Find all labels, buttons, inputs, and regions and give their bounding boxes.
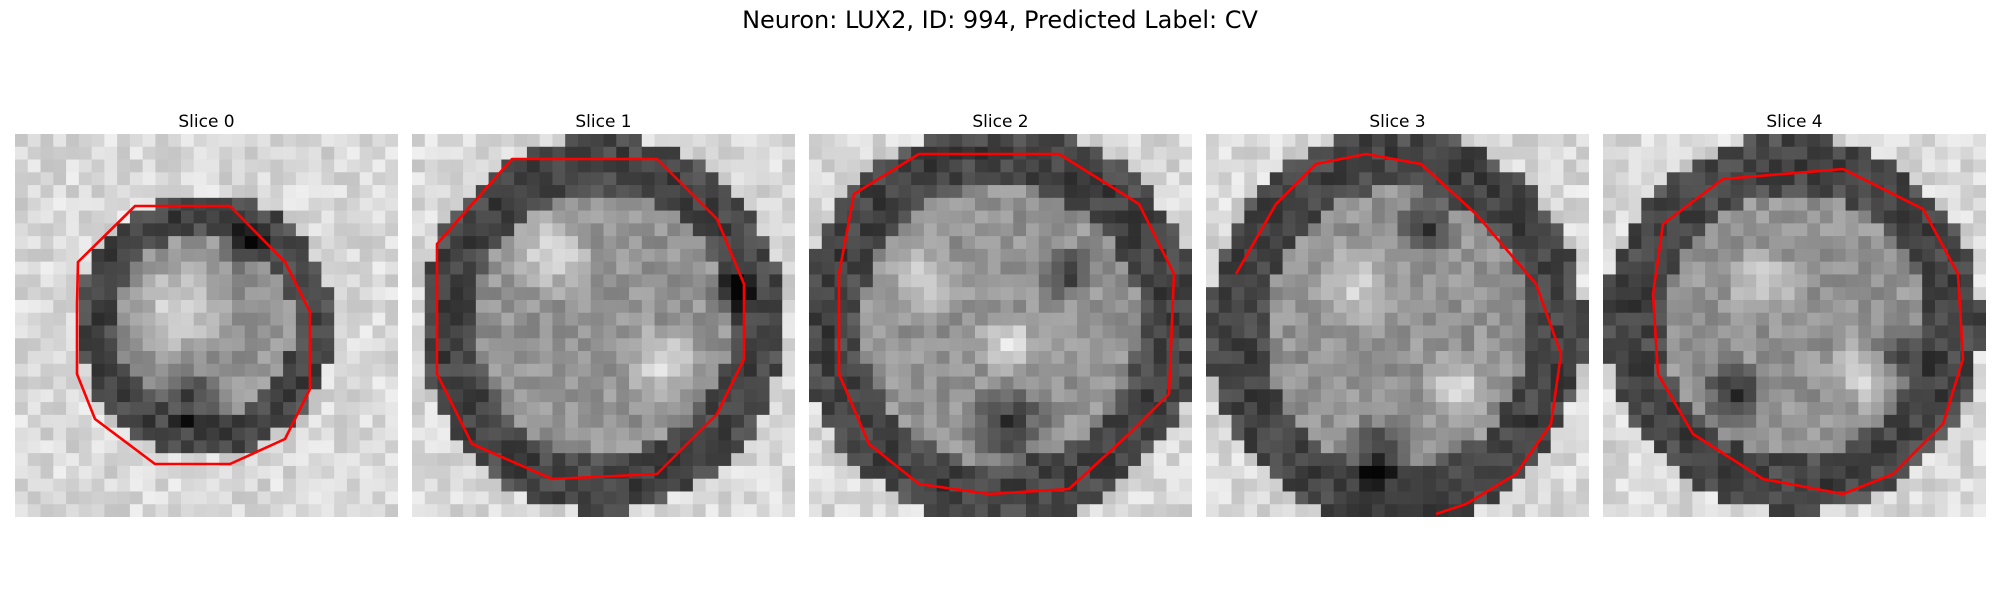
microscopy-slice-2 — [809, 134, 1192, 517]
slice-title: Slice 1 — [575, 112, 632, 132]
segmentation-contour — [837, 152, 1176, 496]
slice-panel-0: Slice 0 — [15, 112, 398, 517]
slice-image — [809, 134, 1192, 517]
slice-title: Slice 4 — [1766, 112, 1823, 132]
microscopy-slice-1 — [412, 134, 795, 517]
slice-image — [1206, 134, 1589, 517]
figure-title: Neuron: LUX2, ID: 994, Predicted Label: … — [742, 6, 1258, 34]
slice-image — [1603, 134, 1986, 517]
microscopy-slice-0 — [15, 134, 398, 517]
segmentation-contour — [1651, 167, 1965, 496]
slice-image — [412, 134, 795, 517]
segmentation-contour — [435, 157, 746, 481]
slice-panel-2: Slice 2 — [809, 112, 1192, 517]
segmentation-contour — [1234, 152, 1563, 516]
microscopy-slice-3 — [1206, 134, 1589, 517]
slice-panel-4: Slice 4 — [1603, 112, 1986, 517]
slice-title: Slice 0 — [178, 112, 235, 132]
slice-panel-3: Slice 3 — [1206, 112, 1589, 517]
slice-panel-1: Slice 1 — [412, 112, 795, 517]
microscopy-slice-4 — [1603, 134, 1986, 517]
slice-title: Slice 2 — [972, 112, 1029, 132]
slice-image — [15, 134, 398, 517]
segmentation-contour — [75, 204, 312, 466]
slice-title: Slice 3 — [1369, 112, 1426, 132]
